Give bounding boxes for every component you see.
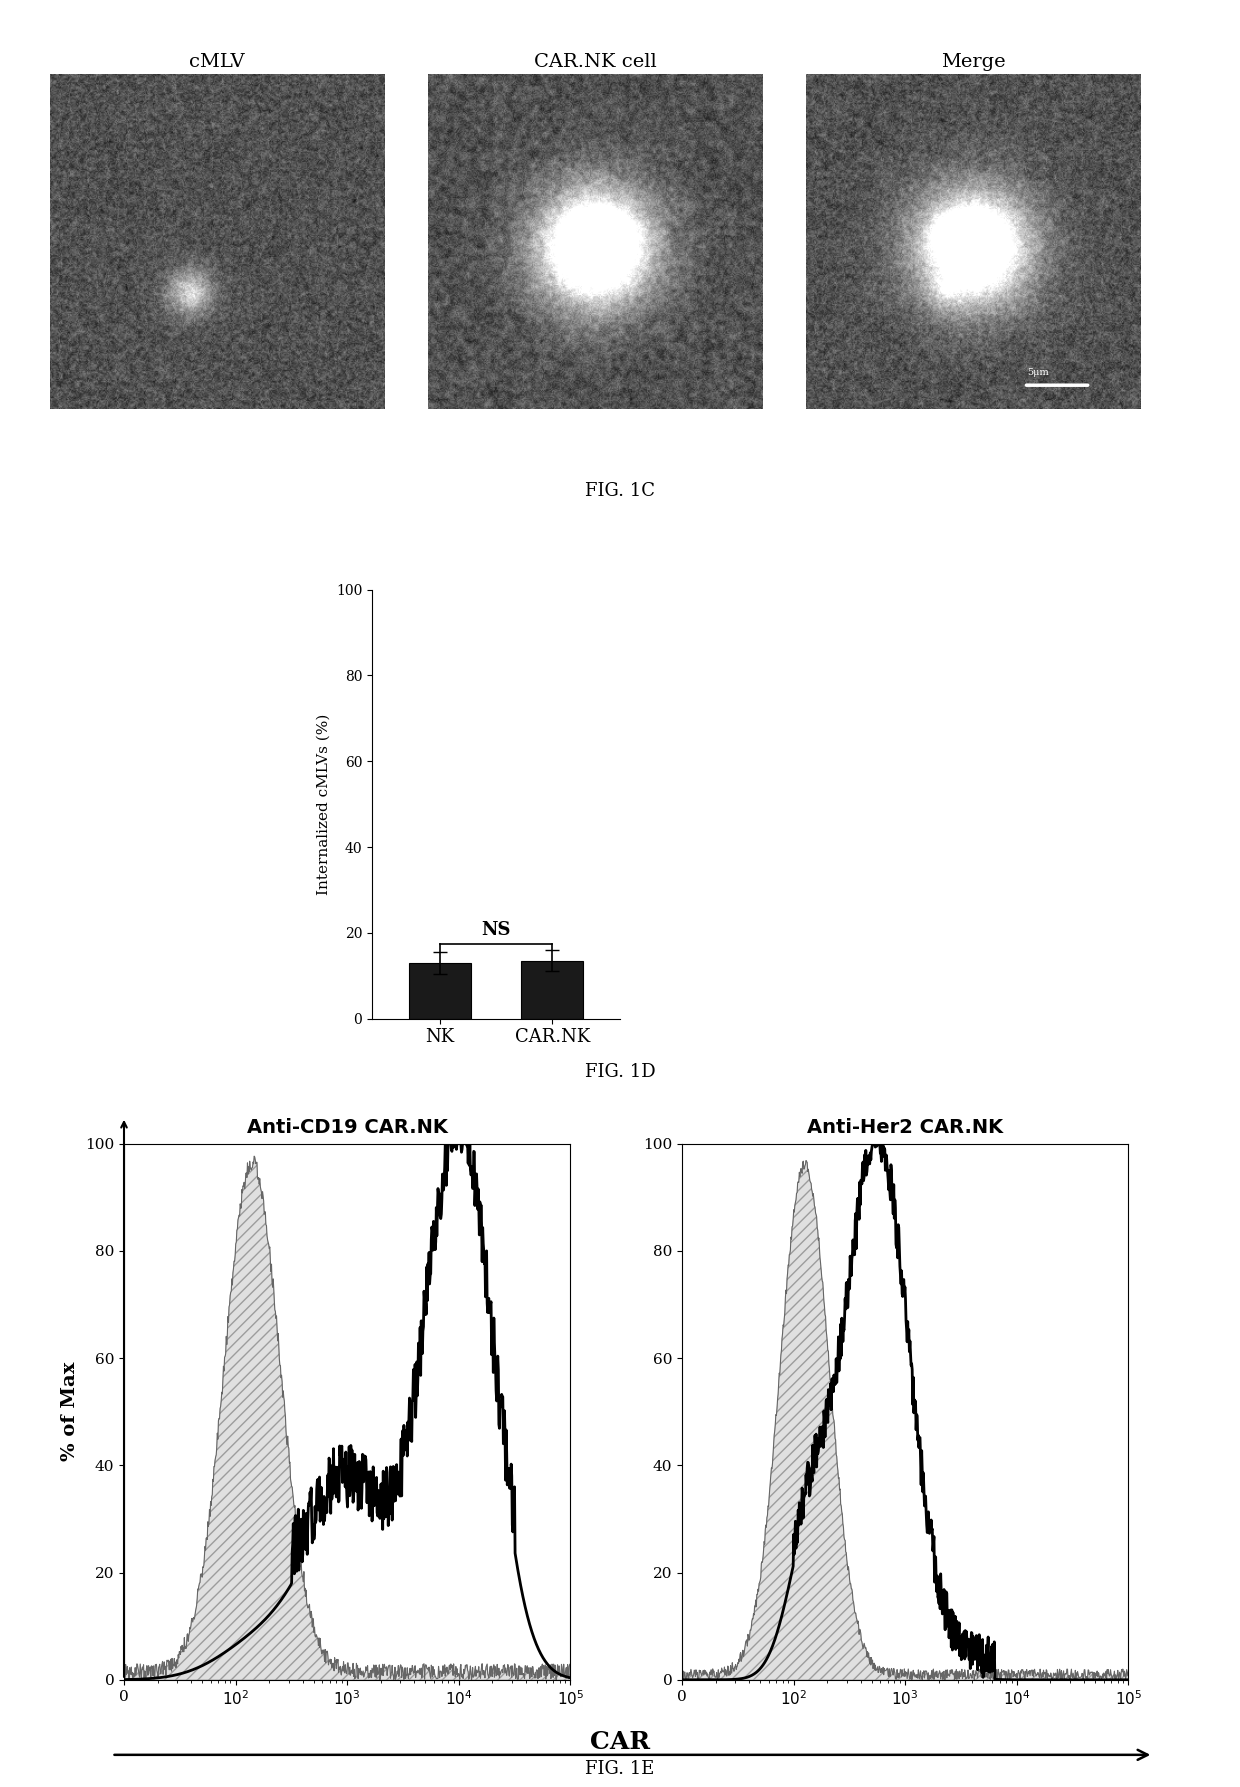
Title: cMLV: cMLV — [190, 54, 244, 71]
Y-axis label: Internalized cMLVs (%): Internalized cMLVs (%) — [316, 713, 330, 895]
Text: FIG. 1C: FIG. 1C — [585, 482, 655, 500]
Bar — [409, 963, 471, 1019]
Title: CAR.NK cell: CAR.NK cell — [534, 54, 656, 71]
Text: 5μm: 5μm — [1027, 368, 1049, 377]
Text: CAR: CAR — [590, 1730, 650, 1755]
Text: NS: NS — [481, 922, 511, 940]
Title: Anti-Her2 CAR.NK: Anti-Her2 CAR.NK — [807, 1117, 1003, 1137]
Bar — [521, 961, 583, 1019]
Text: FIG. 1E: FIG. 1E — [585, 1760, 655, 1778]
Y-axis label: % of Max: % of Max — [62, 1362, 79, 1462]
Title: Anti-CD19 CAR.NK: Anti-CD19 CAR.NK — [247, 1117, 448, 1137]
Title: Merge: Merge — [941, 54, 1006, 71]
Text: FIG. 1D: FIG. 1D — [585, 1063, 655, 1081]
